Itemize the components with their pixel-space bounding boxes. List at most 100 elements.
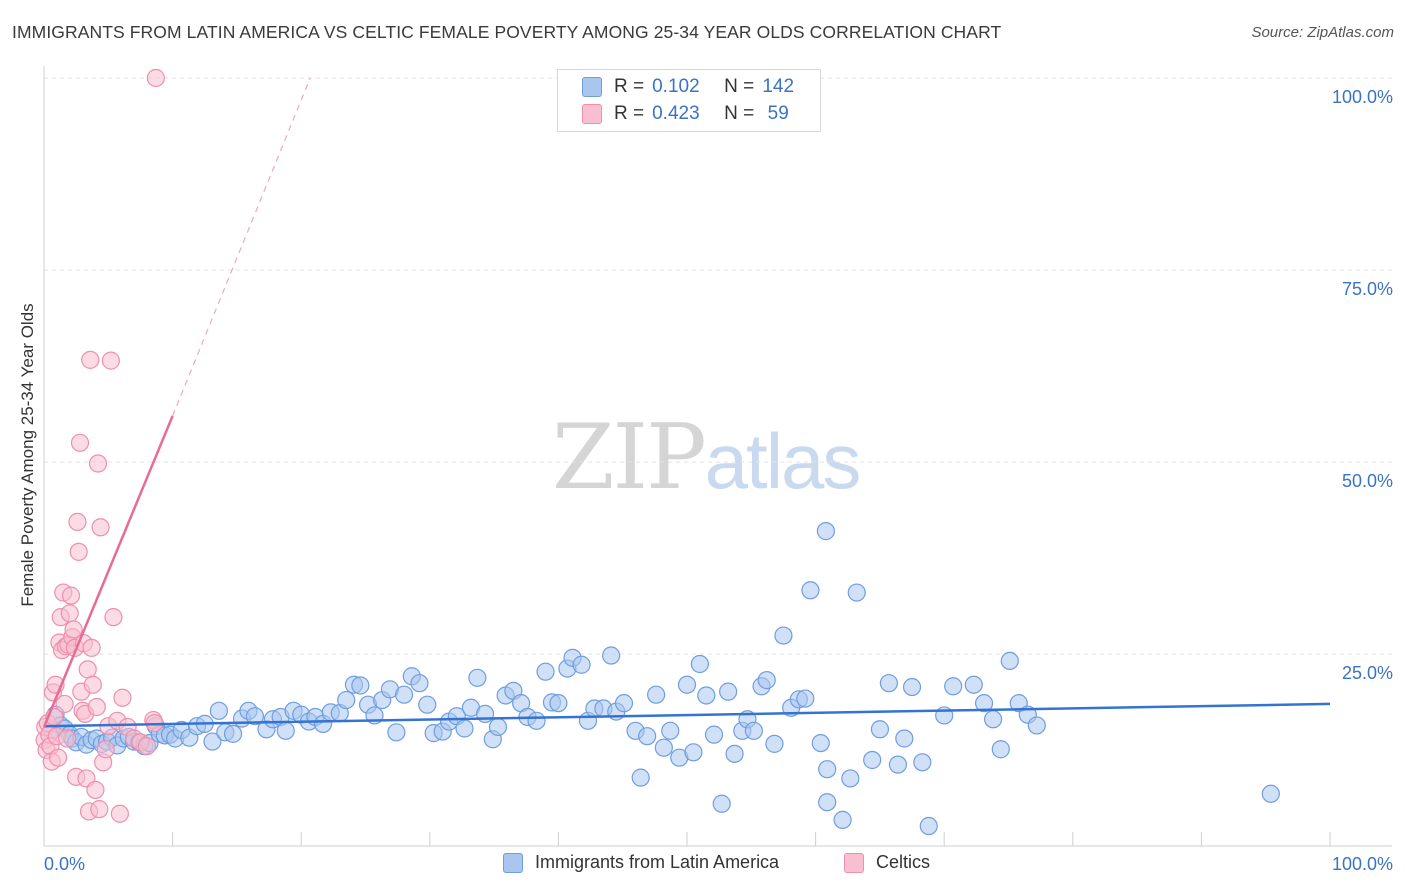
bottom-legend-label: Celtics <box>876 852 931 872</box>
data-point-celtics <box>82 638 101 657</box>
data-point-celtics <box>88 454 108 473</box>
data-point-latin-america <box>902 677 922 697</box>
data-point-latin-america <box>964 675 983 694</box>
data-point-celtics <box>137 737 156 756</box>
data-point-latin-america <box>245 707 265 726</box>
data-point-celtics <box>113 688 132 707</box>
legend-n-value: 142 <box>762 76 795 97</box>
data-point-latin-america <box>712 794 731 813</box>
data-point-latin-america <box>572 655 591 674</box>
chart-source: Source: ZipAtlas.com <box>1251 24 1394 41</box>
data-point-latin-america <box>870 720 890 739</box>
data-point-celtics <box>83 675 102 694</box>
legend-n-label: N = <box>724 76 755 97</box>
data-point-celtics <box>91 518 110 537</box>
data-point-latin-america <box>351 676 370 695</box>
data-point-latin-america <box>602 646 621 665</box>
legend-row-celtics: R = 0.423 N = 59 <box>582 102 802 126</box>
data-point-celtics <box>70 433 90 452</box>
data-point-latin-america <box>1261 784 1280 803</box>
data-point-latin-america <box>394 685 414 704</box>
data-point-latin-america <box>816 522 835 541</box>
data-point-latin-america <box>841 769 860 788</box>
data-point-latin-america <box>1000 651 1019 671</box>
data-point-latin-america <box>418 695 437 714</box>
data-point-celtics <box>87 697 106 717</box>
data-point-latin-america <box>863 750 882 770</box>
data-point-latin-america <box>638 727 657 746</box>
correlation-legend: R = 0.102 N = 142 R = 0.423 N = 59 <box>557 69 821 132</box>
trend-line-latin-america <box>43 702 1331 728</box>
data-point-latin-america <box>704 725 724 744</box>
legend-r-label: R = <box>614 103 645 124</box>
data-point-latin-america <box>203 732 222 751</box>
legend-r-value: 0.102 <box>652 76 700 97</box>
data-point-latin-america <box>661 721 680 740</box>
data-point-latin-america <box>919 816 938 836</box>
x-tick-label: 0.0% <box>44 854 85 874</box>
data-point-celtics <box>60 604 79 623</box>
bottom-legend-label: Immigrants from Latin America <box>535 852 780 872</box>
data-point-latin-america <box>468 668 487 687</box>
data-point-latin-america <box>488 717 508 737</box>
chart-title: IMMIGRANTS FROM LATIN AMERICA VS CELTIC … <box>12 22 1002 42</box>
data-point-latin-america <box>276 721 295 740</box>
bottom-legend-swatch-blue <box>503 852 523 873</box>
data-point-celtics <box>78 660 97 679</box>
data-point-latin-america <box>757 671 776 690</box>
data-point-latin-america <box>974 694 994 713</box>
watermark-zip: ZIP <box>552 405 707 510</box>
data-point-celtics <box>146 68 165 88</box>
data-point-latin-america <box>879 674 899 693</box>
data-point-celtics <box>86 780 105 800</box>
data-point-latin-america <box>654 738 673 757</box>
watermark-atlas: atlas <box>704 417 862 505</box>
data-point-latin-america <box>1027 716 1046 735</box>
bottom-legend-swatch-pink <box>844 852 864 873</box>
data-point-latin-america <box>818 760 837 779</box>
data-point-latin-america <box>549 694 568 713</box>
y-tick-label: 75.0% <box>1342 279 1393 299</box>
data-point-latin-america <box>697 686 716 705</box>
legend-n-value: 59 <box>767 103 789 124</box>
bottom-legend-latin-america: Immigrants from Latin America <box>503 852 779 873</box>
legend-r-value: 0.423 <box>652 103 700 124</box>
data-point-latin-america <box>209 701 228 720</box>
legend-swatch-pink <box>582 104 602 124</box>
data-point-latin-america <box>847 583 866 602</box>
trend-line-celtics-extension <box>172 77 311 417</box>
data-point-celtics <box>61 586 81 605</box>
data-point-latin-america <box>991 740 1010 759</box>
y-tick-label: 50.0% <box>1342 471 1393 491</box>
data-point-celtics <box>49 748 68 767</box>
data-point-latin-america <box>337 690 356 710</box>
y-axis-label: Female Poverty Among 25-34 Year Olds <box>18 303 37 607</box>
y-tick-label: 25.0% <box>1342 663 1393 683</box>
data-point-latin-america <box>801 581 820 600</box>
legend-row-latin-america: R = 0.102 N = 142 <box>582 75 802 99</box>
y-tick-label: 100.0% <box>1332 87 1393 107</box>
data-point-latin-america <box>818 793 837 812</box>
data-point-celtics <box>55 694 74 714</box>
data-point-celtics <box>69 542 88 561</box>
data-point-latin-america <box>631 768 650 787</box>
legend-r-label: R = <box>614 76 645 97</box>
data-point-celtics <box>68 512 87 532</box>
data-point-latin-america <box>944 677 963 696</box>
data-point-celtics <box>101 351 120 370</box>
data-point-celtics <box>104 608 123 627</box>
data-point-latin-america <box>223 724 243 743</box>
data-point-latin-america <box>690 654 709 674</box>
data-point-latin-america <box>913 753 932 772</box>
data-point-latin-america <box>387 723 406 742</box>
data-point-latin-america <box>677 675 697 694</box>
data-point-latin-america <box>833 810 852 829</box>
data-point-celtics <box>110 804 129 823</box>
data-point-latin-america <box>725 744 744 763</box>
data-point-latin-america <box>647 685 666 704</box>
data-point-latin-america <box>536 662 555 681</box>
data-point-celtics <box>58 729 77 748</box>
data-point-latin-america <box>455 719 474 738</box>
data-point-latin-america <box>527 711 546 730</box>
